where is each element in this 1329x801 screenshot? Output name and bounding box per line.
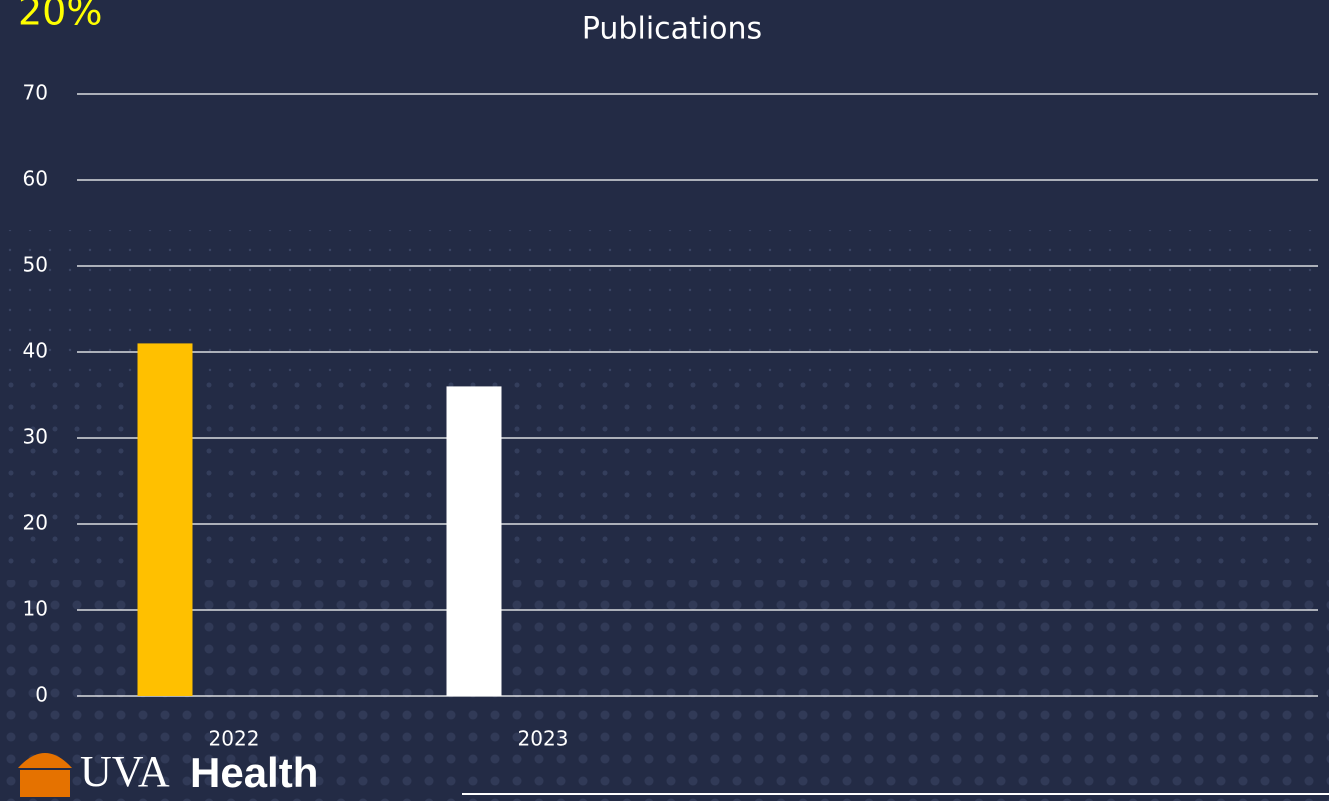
bar: [137, 343, 193, 696]
logo-icon: [20, 770, 70, 797]
dot-pattern: [0, 230, 1329, 380]
y-tick-label: 70: [23, 81, 48, 105]
logo-text: Health: [190, 749, 318, 796]
y-tick-label: 30: [23, 425, 48, 449]
dot-pattern: [0, 580, 1329, 801]
bar: [446, 386, 502, 696]
chart-title: Publications: [582, 12, 762, 47]
y-tick-label: 40: [23, 339, 48, 363]
corner-text: 20%: [18, 0, 102, 34]
y-tick-label: 60: [23, 167, 48, 191]
logo-text: UVA: [80, 747, 170, 796]
x-tick-label: 2022: [209, 727, 260, 751]
y-tick-label: 50: [23, 253, 48, 277]
y-tick-label: 0: [35, 683, 48, 707]
logo: UVA Health: [18, 747, 318, 797]
x-tick-label: 2023: [518, 727, 569, 751]
y-tick-label: 10: [23, 597, 48, 621]
dot-pattern: [0, 380, 1329, 580]
logo-icon: [18, 753, 72, 768]
y-tick-label: 20: [23, 511, 48, 535]
